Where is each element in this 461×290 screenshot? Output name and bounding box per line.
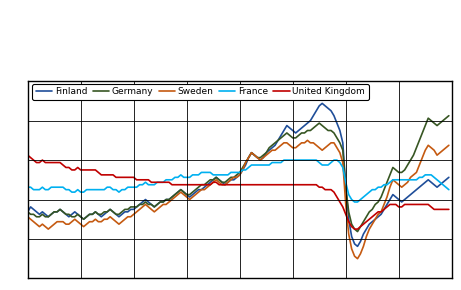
United Kingdom	[154, 180, 160, 184]
Finland	[87, 213, 92, 216]
Sweden	[355, 257, 361, 260]
Line: Finland: Finland	[28, 103, 449, 246]
France	[281, 158, 287, 162]
Germany	[25, 210, 30, 213]
Finland	[54, 210, 60, 213]
Sweden	[154, 208, 160, 211]
Germany	[355, 230, 361, 233]
France	[25, 186, 30, 189]
Sweden	[54, 220, 60, 223]
France	[87, 188, 92, 191]
Sweden	[446, 144, 452, 147]
France	[154, 180, 160, 184]
Line: Germany: Germany	[28, 116, 449, 231]
Sweden	[328, 141, 334, 144]
Germany	[54, 210, 60, 213]
Finland	[370, 220, 375, 223]
United Kingdom	[446, 208, 452, 211]
Germany	[366, 210, 372, 213]
Sweden	[370, 222, 375, 226]
Finland	[328, 109, 334, 113]
Finland	[355, 244, 361, 248]
Finland	[375, 215, 381, 219]
United Kingdom	[352, 227, 357, 231]
Sweden	[25, 215, 30, 219]
Legend: Finland, Germany, Sweden, France, United Kingdom: Finland, Germany, Sweden, France, United…	[32, 84, 369, 100]
United Kingdom	[325, 188, 331, 191]
Germany	[154, 203, 160, 206]
France	[352, 200, 357, 204]
United Kingdom	[372, 213, 378, 216]
France	[370, 188, 375, 191]
Germany	[446, 114, 452, 117]
Finland	[154, 203, 160, 206]
France	[375, 186, 381, 189]
United Kingdom	[25, 153, 30, 157]
United Kingdom	[87, 168, 92, 172]
Line: Sweden: Sweden	[28, 140, 449, 259]
Finland	[319, 102, 325, 105]
Sweden	[87, 220, 92, 223]
Germany	[372, 203, 378, 206]
Germany	[325, 129, 331, 132]
Line: France: France	[28, 160, 449, 202]
Finland	[446, 175, 452, 179]
France	[54, 186, 60, 189]
Germany	[87, 213, 92, 216]
France	[328, 161, 334, 164]
Sweden	[305, 139, 310, 142]
France	[446, 188, 452, 191]
United Kingdom	[366, 218, 372, 221]
United Kingdom	[54, 161, 60, 164]
Finland	[25, 210, 30, 213]
Sweden	[375, 213, 381, 216]
Line: United Kingdom: United Kingdom	[28, 155, 449, 229]
